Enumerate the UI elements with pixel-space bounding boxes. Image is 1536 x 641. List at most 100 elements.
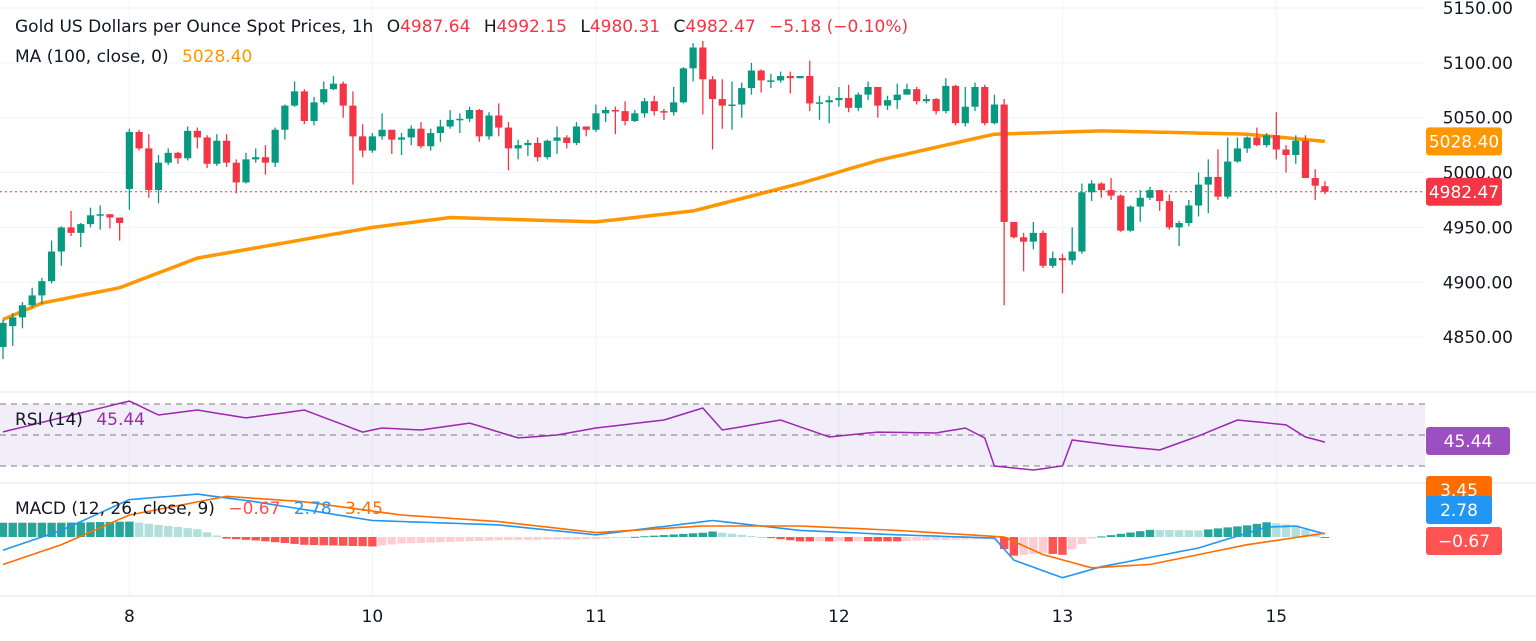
macd-histogram-bar <box>339 537 348 546</box>
candle <box>1321 181 1329 195</box>
macd-histogram-bar <box>1126 532 1135 537</box>
candle <box>786 71 794 94</box>
rsi-legend[interactable]: RSI (14) 45.44 <box>15 410 145 430</box>
price-tick-label: 5050.00 <box>1443 109 1513 129</box>
candle <box>1214 149 1222 200</box>
macd-histogram-bar <box>912 537 921 541</box>
macd-histogram-bar <box>552 537 562 540</box>
candle-body <box>883 100 892 106</box>
candle-body <box>67 227 75 233</box>
candle-body <box>796 76 804 79</box>
candle <box>611 106 619 135</box>
macd-histogram-bar <box>37 522 47 537</box>
macd-histogram-bar <box>562 537 571 540</box>
candle <box>407 125 415 146</box>
candle <box>854 92 862 112</box>
candle <box>864 81 872 101</box>
candle-body <box>86 215 95 225</box>
macd-histogram-bar <box>679 533 688 537</box>
candle <box>417 122 425 149</box>
candle <box>670 86 678 116</box>
candle <box>1194 172 1203 217</box>
candle <box>1272 112 1280 160</box>
candle <box>572 122 581 146</box>
candle-body <box>718 99 726 106</box>
macd-histogram-bar <box>999 537 1009 550</box>
macd-histogram-bar <box>105 521 115 537</box>
macd-histogram-bar <box>426 537 435 543</box>
candle <box>1107 178 1115 200</box>
candle-body <box>825 100 833 103</box>
macd-legend[interactable]: MACD (12, 26, close, 9) −0.67 2.78 3.45 <box>15 499 383 519</box>
candle-body <box>1253 137 1261 146</box>
macd-histogram-bar <box>1213 528 1223 537</box>
macd-histogram-bar <box>300 537 309 545</box>
candle-body <box>1185 205 1193 224</box>
macd-line-value: 2.78 <box>293 499 332 519</box>
macd-histogram-bar <box>397 537 406 544</box>
candle-body <box>1224 161 1232 197</box>
candle <box>1126 205 1135 232</box>
candle-body <box>1263 135 1271 146</box>
candle-body <box>1156 190 1164 202</box>
macd-histogram-bar <box>455 537 465 542</box>
candle <box>708 76 717 150</box>
candle-body <box>232 162 240 183</box>
ma-legend[interactable]: MA (100, close, 0) 5028.40 <box>15 47 252 67</box>
candle <box>582 126 590 137</box>
candle-body <box>300 91 308 121</box>
macd-histogram-bar <box>776 537 785 540</box>
candle <box>553 126 561 154</box>
macd-histogram-bar <box>543 537 552 540</box>
macd-histogram-bar <box>601 537 610 539</box>
macd-histogram-bar <box>270 537 280 543</box>
candle <box>990 94 999 125</box>
time-tick-label: 12 <box>828 607 850 627</box>
candle <box>738 82 746 118</box>
rsi-label: RSI (14) <box>15 410 83 430</box>
candle <box>971 82 979 112</box>
candle-body <box>1039 232 1047 266</box>
macd-histogram-bar <box>475 537 484 541</box>
candle-body <box>854 94 862 108</box>
macd-histogram-bar <box>0 522 8 537</box>
candle-body <box>981 86 989 124</box>
candle-body <box>1126 206 1135 231</box>
candle-body <box>611 110 619 112</box>
candle <box>913 86 921 105</box>
macd-histogram-bar <box>1029 537 1038 554</box>
candle-body <box>1311 178 1319 186</box>
candle-body <box>660 111 668 113</box>
macd-histogram-bar <box>708 531 717 537</box>
candle-body <box>864 86 872 95</box>
macd-histogram-bar <box>523 537 533 540</box>
candle <box>796 76 804 79</box>
candle <box>922 94 930 104</box>
candle <box>757 69 765 93</box>
candle <box>1020 232 1028 272</box>
macd-histogram-bar <box>1087 537 1096 539</box>
candle-body <box>261 157 270 163</box>
macd-histogram-bar <box>1097 536 1106 538</box>
candle-body <box>524 142 532 146</box>
macd-histogram-bar <box>1174 530 1184 537</box>
macd-histogram-bar <box>319 537 328 546</box>
price-tick-label: 4850.00 <box>1443 328 1513 348</box>
candle <box>981 84 989 126</box>
macd-histogram-bar <box>183 528 192 537</box>
candle <box>504 122 513 171</box>
candle <box>281 104 289 140</box>
candle-body <box>96 214 104 216</box>
candle-body <box>329 83 338 90</box>
macd-histogram-bar <box>863 537 873 542</box>
candle-body <box>1243 137 1251 149</box>
candle <box>1049 251 1057 268</box>
candle <box>835 86 843 107</box>
macd-histogram-bar <box>290 537 299 544</box>
candle <box>339 81 347 118</box>
candle <box>883 95 892 111</box>
last-price-badge: 4982.47 <box>1426 177 1502 206</box>
candle-body <box>504 127 513 149</box>
candle <box>893 83 901 109</box>
